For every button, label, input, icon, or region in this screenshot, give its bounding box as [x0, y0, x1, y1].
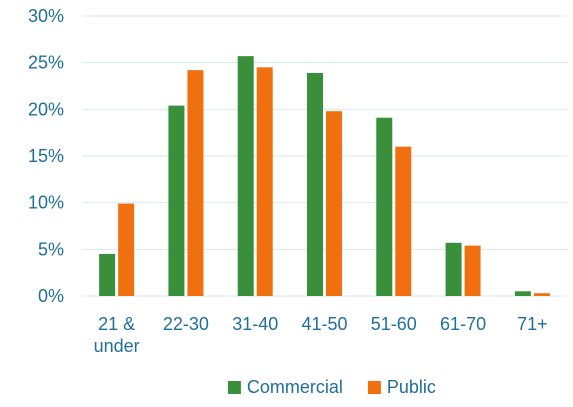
- x-tick-label: 41-50: [301, 314, 347, 334]
- bar-commercial: [168, 105, 185, 296]
- bar-public: [395, 146, 412, 296]
- bar-commercial: [445, 242, 462, 296]
- legend-label-commercial: Commercial: [247, 377, 343, 397]
- x-tick-label: 71+: [517, 314, 548, 334]
- x-tick-label: 31-40: [232, 314, 278, 334]
- bar-public: [326, 111, 342, 296]
- legend-swatch-commercial: [227, 381, 241, 394]
- x-axis-ticks: 21 & under 22-30 31-40 41-50 51-60 61-70 71+: [94, 314, 548, 356]
- y-tick-label: 10%: [28, 193, 64, 213]
- legend-swatch-public: [367, 381, 381, 394]
- x-tick-label: 61-70: [440, 314, 486, 334]
- y-tick-label: 30%: [28, 6, 64, 26]
- gridlines: [82, 15, 567, 297]
- x-tick-label: 51-60: [371, 314, 417, 334]
- bars: [99, 56, 550, 297]
- y-axis-ticks: 0% 5% 10% 15% 20% 25% 30%: [28, 6, 64, 306]
- bar-public: [118, 203, 135, 296]
- bar-commercial: [307, 72, 323, 296]
- bar-public: [187, 70, 204, 296]
- y-tick-label: 20%: [28, 99, 64, 119]
- y-tick-label: 25%: [28, 53, 64, 73]
- bar-commercial: [237, 56, 254, 297]
- bar-public: [256, 67, 273, 296]
- bar-public: [533, 293, 550, 296]
- bar-commercial: [99, 254, 116, 296]
- y-tick-label: 15%: [28, 146, 64, 166]
- bar-commercial: [376, 117, 393, 296]
- x-tick-label: 22-30: [163, 314, 209, 334]
- bar-public: [464, 245, 481, 296]
- bar-commercial: [514, 291, 531, 296]
- y-tick-label: 0%: [38, 286, 64, 306]
- legend-label-public: Public: [387, 377, 436, 397]
- y-tick-label: 5%: [38, 239, 64, 259]
- x-tick-label: 21 & under: [94, 314, 140, 356]
- legend: Commercial Public: [227, 377, 436, 397]
